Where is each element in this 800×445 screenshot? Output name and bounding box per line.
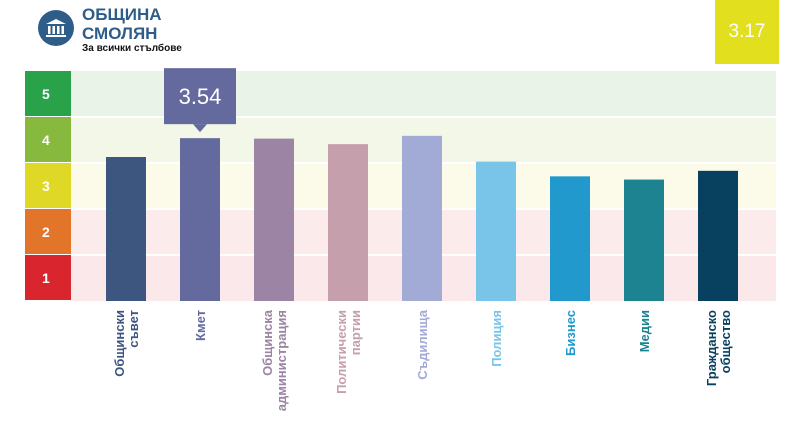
category-label-3: Общинскаадминистрация — [260, 309, 289, 411]
category-label-5: Съдилища — [415, 309, 430, 379]
page-subtitle: За всички стълбове — [82, 43, 182, 54]
category-label-8: Медии — [637, 310, 652, 352]
bar-5 — [402, 135, 442, 301]
page-title: ОБЩИНА СМОЛЯН — [82, 5, 162, 43]
scale-cell-1 — [25, 255, 71, 300]
overall-score-badge: 3.17 — [715, 0, 779, 64]
bar-9 — [698, 170, 738, 301]
category-label-line: съвет — [126, 310, 141, 348]
scale-label-2: 2 — [42, 224, 50, 240]
highlight-value-label: 3.54 — [179, 84, 222, 109]
category-label-line: Медии — [637, 310, 652, 352]
category-label-line: Гражданско — [704, 310, 719, 386]
category-label-line: Политически — [334, 310, 349, 394]
bar-8 — [624, 179, 664, 301]
municipality-logo-icon — [38, 10, 74, 46]
scale-label-1: 1 — [42, 270, 50, 286]
title-line-2: СМОЛЯН — [82, 24, 158, 43]
scale-cell-4 — [25, 117, 71, 162]
category-label-1: Общинскисъвет — [112, 310, 141, 377]
category-label-7: Бизнес — [563, 310, 578, 356]
scale-cell-5 — [25, 71, 71, 116]
bar-7 — [550, 176, 590, 301]
category-label-line: Общински — [112, 310, 127, 377]
scale-label-4: 4 — [42, 132, 50, 148]
bar-1 — [106, 157, 146, 301]
bar-2 — [180, 138, 220, 301]
category-label-4: Политическипартии — [334, 310, 363, 394]
highlight-tooltip-pointer — [193, 124, 207, 133]
category-label-line: Полиция — [489, 310, 504, 367]
scale-cell-2 — [25, 209, 71, 254]
highlight-tooltip — [164, 68, 236, 125]
category-label-6: Полиция — [489, 310, 504, 367]
category-label-line: Съдилища — [415, 309, 430, 379]
category-label-line: Общинска — [260, 309, 275, 376]
scale-cell-3 — [25, 163, 71, 208]
category-label-line: партии — [348, 310, 363, 355]
bar-4 — [328, 144, 368, 301]
category-label-line: администрация — [274, 310, 289, 411]
title-line-1: ОБЩИНА — [82, 5, 162, 24]
bar-6 — [476, 161, 516, 301]
scale-label-5: 5 — [42, 86, 50, 102]
category-label-9: Гражданскообщество — [704, 310, 733, 386]
category-label-line: Бизнес — [563, 310, 578, 356]
scale-label-3: 3 — [42, 178, 50, 194]
category-label-line: Кмет — [193, 310, 208, 341]
bar-3 — [254, 138, 294, 301]
category-label-2: Кмет — [193, 310, 208, 341]
category-label-line: общество — [718, 310, 733, 373]
